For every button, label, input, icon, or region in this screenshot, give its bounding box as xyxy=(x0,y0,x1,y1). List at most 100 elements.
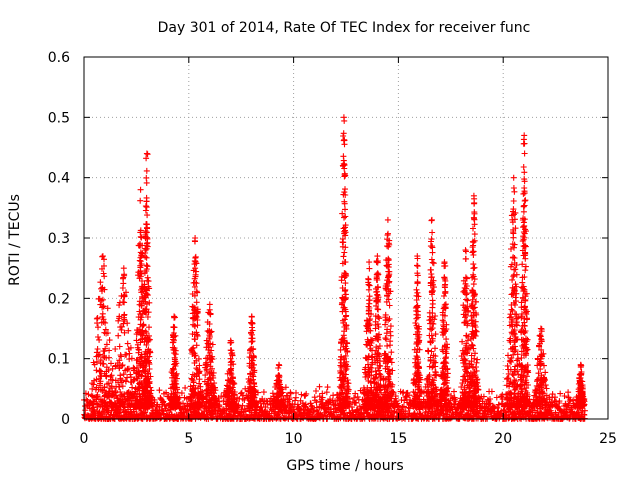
data-point xyxy=(100,270,107,277)
data-point xyxy=(99,253,106,260)
data-point xyxy=(122,378,129,384)
data-point xyxy=(324,384,331,391)
data-point xyxy=(568,405,575,412)
data-point xyxy=(248,313,255,320)
data-point xyxy=(194,332,201,339)
data-point xyxy=(414,279,421,286)
data-point xyxy=(100,318,107,325)
data-point xyxy=(143,167,150,174)
data-point xyxy=(125,400,132,407)
data-point xyxy=(510,174,517,181)
data-point xyxy=(95,386,102,393)
data-point xyxy=(102,373,109,379)
data-point xyxy=(93,367,100,374)
data-point xyxy=(96,351,103,358)
data-point xyxy=(510,198,517,204)
data-point xyxy=(92,394,98,401)
data-point xyxy=(101,384,108,391)
data-point xyxy=(125,365,132,372)
data-point xyxy=(511,244,517,251)
data-point xyxy=(428,271,435,277)
data-point xyxy=(94,401,101,408)
data-point xyxy=(373,288,380,295)
data-point xyxy=(103,341,110,348)
data-point xyxy=(440,412,447,419)
data-point xyxy=(323,408,330,415)
data-point xyxy=(227,347,234,354)
data-point xyxy=(520,164,527,170)
data-point xyxy=(118,353,125,360)
data-point xyxy=(384,342,391,349)
data-point xyxy=(429,304,436,311)
data-point xyxy=(122,351,129,358)
data-point xyxy=(413,286,420,293)
data-point xyxy=(180,400,186,407)
data-point xyxy=(117,403,124,410)
data-point xyxy=(121,401,127,408)
data-point xyxy=(144,212,151,219)
data-point xyxy=(452,398,459,405)
data-point xyxy=(471,231,478,238)
data-point xyxy=(91,377,98,384)
data-point xyxy=(99,253,106,260)
data-point xyxy=(120,320,127,327)
data-point xyxy=(414,289,421,296)
data-point xyxy=(556,398,563,405)
data-point xyxy=(97,372,104,379)
data-point xyxy=(121,329,128,336)
data-point xyxy=(122,398,128,405)
data-point xyxy=(470,281,477,288)
data-point xyxy=(144,263,151,270)
data-point xyxy=(340,157,347,164)
data-point xyxy=(406,392,413,399)
data-point xyxy=(145,278,152,285)
data-point xyxy=(108,360,114,367)
chart-title: Day 301 of 2014, Rate Of TEC Index for r… xyxy=(158,20,531,36)
data-point xyxy=(206,301,213,308)
data-point xyxy=(117,375,124,382)
data-point xyxy=(275,361,282,368)
data-point xyxy=(365,276,372,283)
data-point xyxy=(101,399,108,406)
data-point xyxy=(115,317,122,324)
data-point xyxy=(557,390,564,397)
data-point xyxy=(143,221,150,228)
data-point xyxy=(121,271,128,278)
data-point xyxy=(386,302,393,309)
data-point xyxy=(323,389,330,396)
data-point xyxy=(142,409,148,416)
data-point xyxy=(182,384,189,391)
data-point xyxy=(94,346,101,352)
data-point xyxy=(432,331,439,338)
data-point xyxy=(439,407,446,414)
data-point xyxy=(111,393,118,400)
data-point xyxy=(428,326,435,333)
data-point xyxy=(567,396,574,403)
data-point xyxy=(121,292,128,299)
data-point xyxy=(366,265,373,272)
data-point xyxy=(104,402,111,409)
data-point xyxy=(471,264,478,271)
data-point xyxy=(332,401,339,408)
data-point xyxy=(462,247,469,254)
data-point xyxy=(581,407,588,414)
data-point xyxy=(108,372,115,379)
data-point xyxy=(428,216,435,223)
data-point xyxy=(429,229,436,236)
data-point xyxy=(99,313,106,320)
data-point xyxy=(340,133,347,139)
data-point xyxy=(125,327,132,334)
data-point xyxy=(240,392,246,399)
data-point xyxy=(501,406,508,413)
data-point xyxy=(366,282,373,289)
data-point xyxy=(487,400,494,407)
data-point xyxy=(374,306,381,312)
data-point xyxy=(511,188,518,195)
data-point xyxy=(287,390,294,397)
data-point xyxy=(340,253,347,260)
data-point xyxy=(128,355,135,362)
data-point xyxy=(341,412,348,419)
data-point xyxy=(510,254,517,261)
data-point xyxy=(387,323,394,330)
data-point xyxy=(130,377,137,384)
